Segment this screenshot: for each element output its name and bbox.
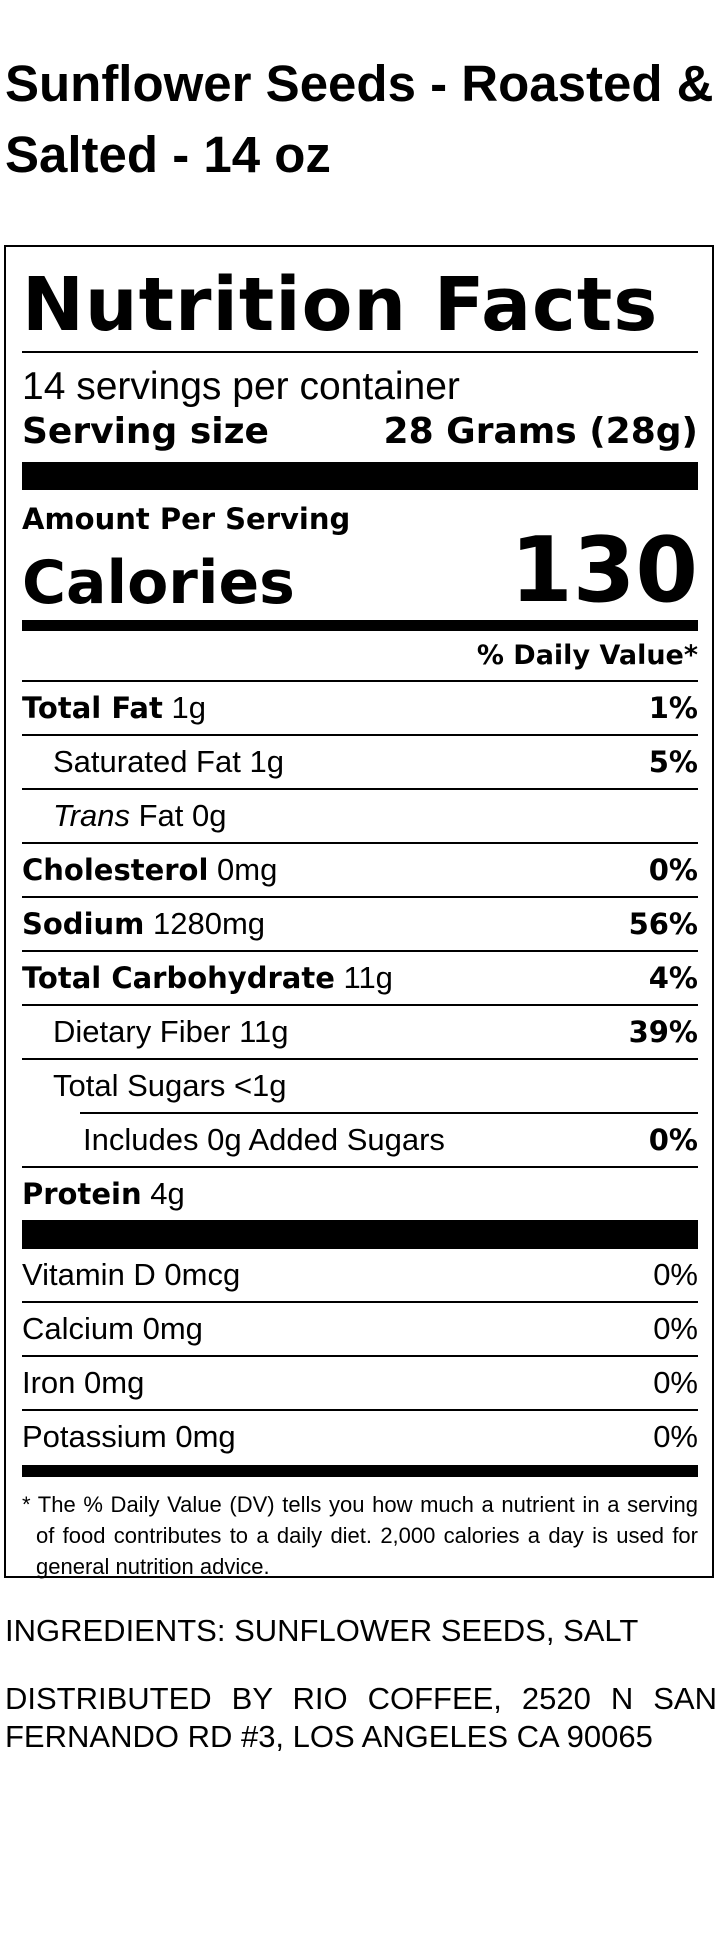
amount-per-serving: Amount Per Serving	[22, 502, 351, 536]
nutrient-dv: 56%	[628, 907, 698, 941]
daily-value-header: % Daily Value*	[476, 640, 698, 671]
vitamin-name: Iron 0mg	[22, 1365, 145, 1400]
nutrient-name: Sodium	[22, 907, 145, 941]
nutrition-label: Nutrition Facts 14 servings per containe…	[4, 245, 714, 1579]
rule	[22, 351, 698, 353]
nutrient-amount: 11g	[239, 1014, 289, 1049]
vitamin-name: Vitamin D 0mcg	[22, 1257, 241, 1292]
nutrient-row: Protein 4g	[22, 1166, 698, 1220]
label-content: Nutrition Facts 14 servings per containe…	[22, 247, 698, 1582]
nutrient-dv: 0%	[648, 1123, 698, 1157]
nutrient-name: Saturated Fat	[53, 744, 241, 779]
nutrient-dv: 4%	[648, 961, 698, 995]
servings: 14 servings per container	[22, 365, 460, 408]
nutrient-amount: 11g	[343, 960, 393, 995]
nutrient-row: Total Carbohydrate 11g 4%	[22, 950, 698, 1004]
nutrient-amount: 1g	[249, 744, 284, 779]
serving-size-label: Serving size	[22, 411, 269, 452]
vitamin-row: Iron 0mg 0%	[22, 1355, 698, 1409]
vitamin-dv: 0%	[653, 1419, 698, 1454]
nutrient-name: Dietary Fiber	[53, 1014, 231, 1049]
vitamin-row: Potassium 0mg 0%	[22, 1409, 698, 1463]
nutrient-name-italic: Trans	[53, 798, 130, 833]
nutrient-dv: 1%	[648, 691, 698, 725]
nutrient-name: Total Sugars	[53, 1068, 226, 1103]
label-heading: Nutrition Facts	[22, 262, 659, 348]
calories-label: Calories	[22, 548, 295, 618]
nutrient-amount: 1280mg	[153, 906, 266, 941]
nutrient-row: Cholesterol 0mg 0%	[22, 842, 698, 896]
ingredients: INGREDIENTS: SUNFLOWER SEEDS, SALT	[5, 1613, 639, 1648]
nutrient-row: Includes 0g Added Sugars 0%	[80, 1112, 698, 1166]
nutrient-name: Fat	[138, 798, 184, 833]
nutrient-dv: 39%	[628, 1015, 698, 1049]
nutrient-dv: 0%	[648, 853, 698, 887]
nutrient-row: Trans Fat 0g	[22, 788, 698, 842]
vitamin-name: Calcium 0mg	[22, 1311, 203, 1346]
nutrient-amount: 4g	[150, 1176, 185, 1211]
vitamin-row: Calcium 0mg 0%	[22, 1301, 698, 1355]
nutrient-name: Cholesterol	[22, 853, 209, 887]
nutrient-name: Includes 0g Added Sugars	[83, 1122, 445, 1157]
vitamin-dv: 0%	[653, 1257, 698, 1292]
vitamin-name: Potassium 0mg	[22, 1419, 236, 1454]
nutrient-row: Total Fat 1g 1%	[22, 680, 698, 734]
vitamin-row: Vitamin D 0mcg 0%	[22, 1249, 698, 1301]
nutrient-amount: 0g	[192, 798, 227, 833]
nutrient-row: Total Sugars <1g	[22, 1058, 698, 1112]
calories-row: Calories 130	[22, 526, 698, 618]
calories-value: 130	[510, 518, 698, 623]
nutrient-amount: 0mg	[217, 852, 278, 887]
distributor: DISTRIBUTED BY RIO COFFEE, 2520 N SAN FE…	[5, 1681, 717, 1754]
nutrient-dv: 5%	[648, 745, 698, 779]
vitamin-dv: 0%	[653, 1311, 698, 1346]
vitamin-dv: 0%	[653, 1365, 698, 1400]
nutrient-amount: 1g	[171, 690, 206, 725]
nutrient-name: Protein	[22, 1177, 142, 1211]
nutrient-amount: <1g	[233, 1068, 287, 1103]
nutrient-row: Saturated Fat 1g 5%	[22, 734, 698, 788]
nutrient-name: Total Carbohydrate	[22, 961, 335, 995]
product-title: Sunflower Seeds - Roasted & Salted - 14 …	[5, 55, 714, 183]
nutrient-row: Sodium 1280mg 56%	[22, 896, 698, 950]
medium-rule	[22, 1465, 698, 1477]
nutrient-name: Total Fat	[22, 691, 163, 725]
serving-size-value: 28 Grams (28g)	[383, 411, 698, 452]
footnote: * The % Daily Value (DV) tells you how m…	[22, 1492, 698, 1579]
thick-rule	[22, 1220, 698, 1249]
nutrient-row: Dietary Fiber 11g 39%	[22, 1004, 698, 1058]
medium-rule	[22, 620, 698, 631]
serving-size: Serving size 28 Grams (28g)	[22, 409, 698, 455]
thick-rule	[22, 462, 698, 490]
